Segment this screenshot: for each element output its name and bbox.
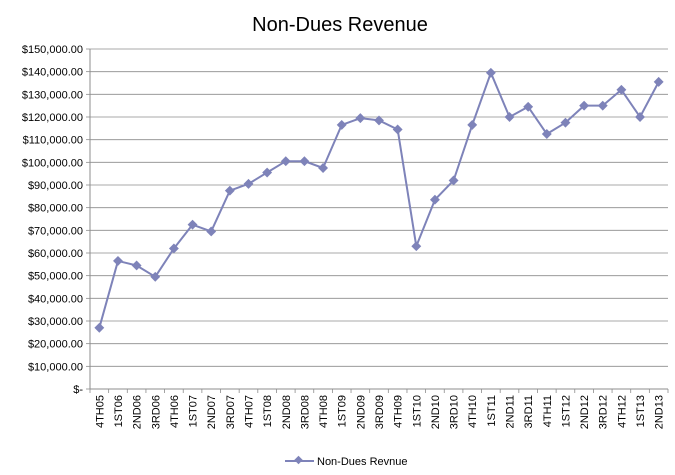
x-tick-label: 2ND07 — [206, 395, 218, 429]
y-tick-label: $120,000.00 — [22, 112, 83, 124]
y-tick-label: $40,000.00 — [28, 293, 83, 305]
gridlines — [90, 48, 668, 367]
data-point — [429, 194, 440, 205]
y-tick-label: $140,000.00 — [22, 67, 83, 79]
x-tick-label: 2ND13 — [654, 395, 666, 429]
data-point — [467, 119, 478, 130]
x-tick-label: 3RD12 — [598, 395, 610, 429]
series-group — [94, 67, 664, 333]
data-point — [485, 67, 496, 78]
x-tick-label: 1ST12 — [560, 395, 572, 427]
axes — [86, 48, 669, 393]
legend-marker — [294, 455, 303, 465]
data-point — [541, 129, 552, 139]
data-point — [579, 100, 590, 111]
data-point — [168, 243, 179, 254]
x-tick-label: 1ST06 — [113, 395, 125, 427]
y-tick-label: $30,000.00 — [28, 316, 83, 328]
x-axis-tick-labels: 4TH05 1ST06 2ND06 3RD06 4TH06 1ST07 2ND07 3RD07… — [94, 395, 665, 429]
x-tick-label: 1ST09 — [337, 395, 349, 427]
y-tick-label: $- — [73, 384, 83, 396]
y-tick-label: $150,000.00 — [22, 44, 83, 56]
y-tick-label: $100,000.00 — [22, 157, 83, 169]
data-point — [131, 260, 142, 271]
y-axis-tick-labels: $- $10,000.00 $20,000.00 $30,000.00 $40,000.… — [22, 44, 84, 396]
x-tick-label: 3RD09 — [374, 395, 386, 429]
x-tick-label: 4TH07 — [243, 395, 255, 428]
data-point — [318, 163, 329, 173]
legend: Non-Dues Revnue — [285, 455, 408, 468]
x-tick-label: 1ST07 — [188, 395, 200, 427]
data-point — [635, 112, 645, 122]
x-tick-label: 2ND11 — [505, 395, 517, 428]
data-point — [560, 117, 571, 128]
data-point — [392, 124, 403, 135]
x-tick-label: 2ND12 — [579, 395, 591, 429]
chart-title: Non-Dues Revenue — [252, 14, 428, 36]
data-point — [653, 76, 664, 87]
x-tick-label: 2ND08 — [281, 395, 293, 429]
data-point — [448, 175, 459, 186]
data-point — [336, 119, 347, 130]
data-point — [187, 219, 198, 230]
x-tick-label: 1ST10 — [411, 395, 423, 427]
x-tick-label: 3RD07 — [225, 395, 237, 429]
legend-label: Non-Dues Revnue — [317, 456, 408, 468]
y-tick-label: $50,000.00 — [28, 271, 83, 283]
x-tick-label: 4TH11 — [542, 395, 554, 427]
data-point — [504, 112, 515, 122]
data-point — [616, 84, 627, 95]
y-tick-label: $90,000.00 — [28, 180, 83, 192]
data-point — [597, 100, 608, 111]
x-tick-label: 3RD11 — [523, 395, 535, 428]
y-tick-label: $60,000.00 — [28, 248, 83, 260]
y-tick-label: $70,000.00 — [28, 225, 83, 237]
data-point — [206, 226, 217, 237]
x-tick-label: 4TH12 — [616, 395, 628, 428]
data-point — [150, 271, 161, 282]
x-tick-label: 1ST11 — [486, 395, 498, 427]
data-point — [113, 255, 123, 266]
x-tick-label: 4TH09 — [393, 395, 405, 428]
y-tick-label: $20,000.00 — [28, 339, 83, 351]
y-tick-label: $10,000.00 — [28, 361, 83, 373]
x-tick-label: 3RD10 — [449, 395, 461, 429]
data-point — [355, 113, 366, 124]
data-point — [262, 167, 273, 178]
series-line — [98, 71, 660, 329]
y-tick-label: $80,000.00 — [28, 203, 83, 215]
data-point — [411, 241, 422, 252]
x-tick-label: 2ND09 — [355, 395, 367, 429]
x-tick-label: 2ND06 — [132, 395, 144, 429]
data-point — [224, 185, 235, 196]
x-tick-label: 1ST08 — [262, 395, 274, 427]
data-point — [243, 178, 254, 189]
data-point — [299, 156, 310, 167]
y-tick-label: $130,000.00 — [22, 89, 83, 101]
x-tick-label: 2ND10 — [430, 395, 442, 429]
x-tick-label: 4TH08 — [318, 395, 330, 428]
x-tick-label: 3RD08 — [299, 395, 311, 429]
x-tick-label: 4TH06 — [169, 395, 181, 428]
x-tick-label: 3RD06 — [150, 395, 162, 429]
x-tick-label: 4TH10 — [467, 395, 479, 428]
data-point — [523, 101, 534, 112]
data-point — [280, 156, 291, 167]
x-tick-label: 4TH05 — [94, 395, 106, 428]
data-point — [94, 322, 105, 333]
x-tick-label: 1ST13 — [635, 395, 647, 427]
y-tick-label: $110,000.00 — [23, 135, 83, 147]
